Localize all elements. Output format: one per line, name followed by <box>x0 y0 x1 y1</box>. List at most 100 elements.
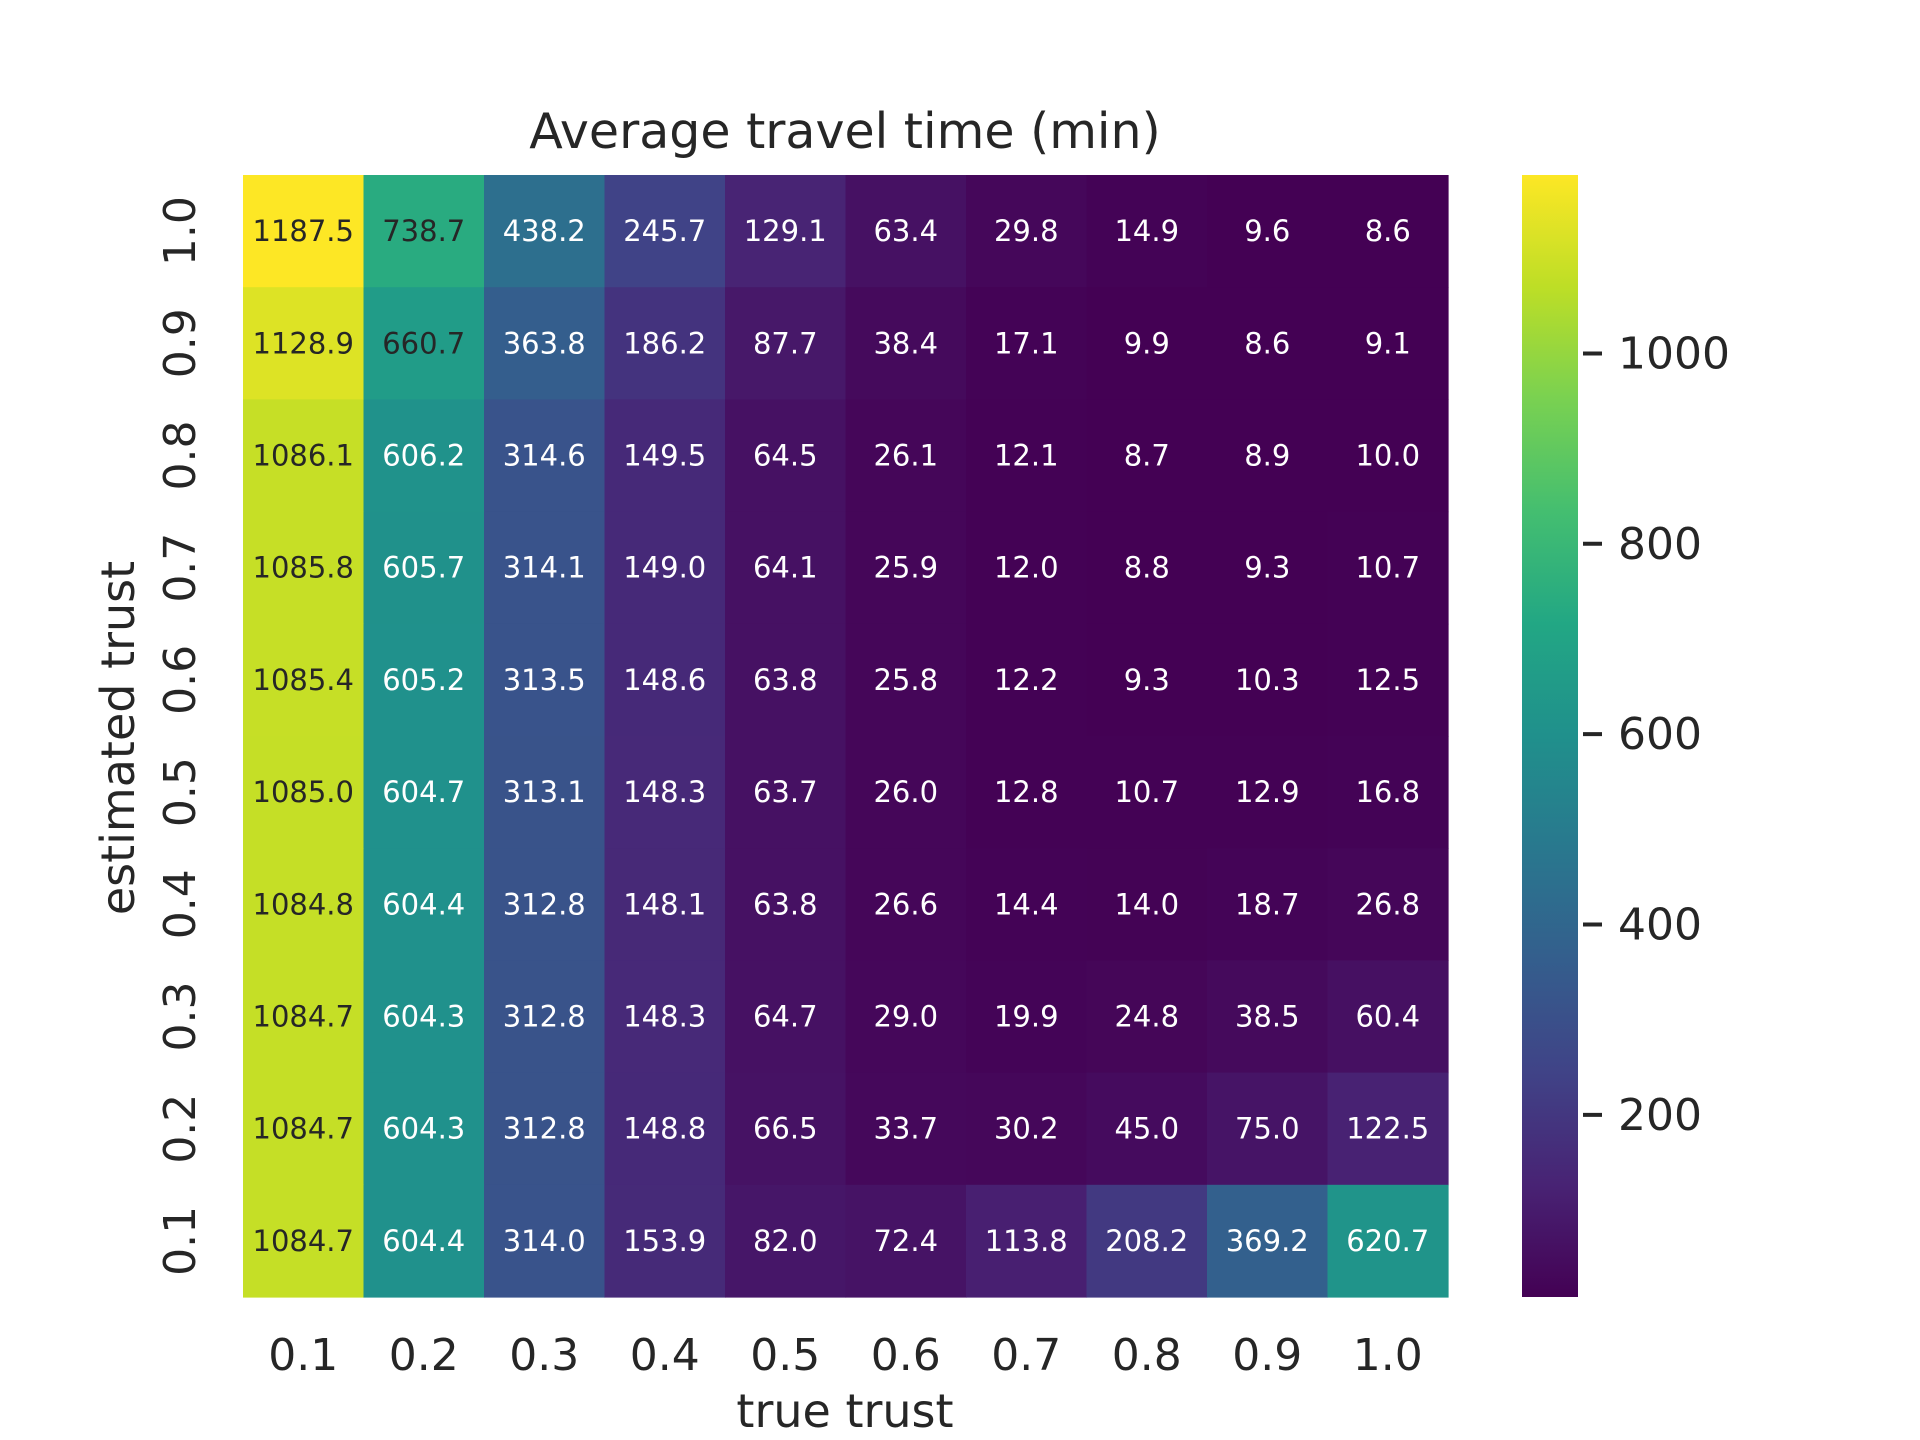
heatmap-cell <box>1207 1072 1329 1186</box>
heatmap-cell <box>845 623 967 737</box>
heatmap-cell <box>604 399 726 513</box>
heatmap-cell <box>966 175 1088 288</box>
cell-value-label: 63.8 <box>753 663 818 697</box>
heatmap-cell <box>604 1184 726 1298</box>
cell-value-label: 9.6 <box>1244 214 1290 248</box>
heatmap-cell <box>966 287 1088 400</box>
x-axis-label: true trust <box>736 1384 953 1438</box>
colorbar-tick-label: 400 <box>1618 899 1702 950</box>
cell-value-label: 148.3 <box>623 1000 706 1034</box>
cell-value-label: 1084.8 <box>253 887 354 921</box>
cell-value-label: 149.5 <box>623 439 706 473</box>
heatmap-cell-labels: 1187.5 738.7 438.2 245.7 129.1 63.4 29.8 14.9 9.… <box>253 214 1430 1258</box>
heatmap-cell <box>1207 623 1329 737</box>
heatmap-cell <box>363 960 485 1074</box>
heatmap-cell <box>1086 960 1208 1074</box>
cell-value-label: 29.0 <box>873 1000 938 1034</box>
heatmap-cell <box>966 511 1088 625</box>
heatmap-cell <box>845 1184 967 1298</box>
heatmap-cell <box>1207 399 1329 513</box>
cell-value-label: 30.2 <box>994 1112 1059 1146</box>
heatmap-cell <box>1327 960 1449 1074</box>
heatmap-cell <box>725 736 847 849</box>
cell-value-label: 12.8 <box>994 775 1059 809</box>
heatmap-cell <box>243 511 365 625</box>
cell-value-label: 12.1 <box>994 439 1059 473</box>
y-tick-label: 0.4 <box>155 869 206 939</box>
heatmap-cell <box>1086 399 1208 513</box>
y-tick-label: 0.5 <box>155 757 206 827</box>
cell-value-label: 25.9 <box>873 551 938 585</box>
cell-value-label: 14.0 <box>1114 887 1179 921</box>
x-tick-label: 0.4 <box>630 1330 700 1381</box>
cell-value-label: 113.8 <box>985 1224 1068 1258</box>
heatmap-cell <box>1327 1072 1449 1186</box>
heatmap-cell <box>484 623 606 737</box>
cell-value-label: 148.8 <box>623 1112 706 1146</box>
x-tick-label: 1.0 <box>1353 1330 1423 1381</box>
cell-value-label: 438.2 <box>503 214 586 248</box>
heatmap-cell <box>725 848 847 961</box>
colorbar-tick-label: 800 <box>1618 519 1702 570</box>
cell-value-label: 8.7 <box>1124 439 1170 473</box>
heatmap-cell <box>604 848 726 961</box>
heatmap-cell <box>725 287 847 400</box>
cell-value-label: 660.7 <box>382 326 465 360</box>
heatmap-cell <box>243 736 365 849</box>
heatmap-cell <box>243 623 365 737</box>
cell-value-label: 45.0 <box>1114 1112 1179 1146</box>
heatmap-cell <box>604 623 726 737</box>
y-tick-labels: 1.0 0.9 0.8 0.7 0.6 0.5 0.4 0.3 0.2 0.1 <box>155 196 206 1276</box>
heatmap-cell <box>484 511 606 625</box>
heatmap-cell <box>725 1184 847 1298</box>
cell-value-label: 1086.1 <box>253 439 354 473</box>
heatmap-cell <box>725 1072 847 1186</box>
cell-value-label: 12.9 <box>1235 775 1300 809</box>
heatmap-cell <box>484 1184 606 1298</box>
cell-value-label: 9.3 <box>1124 663 1170 697</box>
cell-value-label: 12.0 <box>994 551 1059 585</box>
heatmap-cell <box>604 960 726 1074</box>
cell-value-label: 604.4 <box>382 887 465 921</box>
cell-value-label: 208.2 <box>1105 1224 1188 1258</box>
x-tick-label: 0.9 <box>1232 1330 1302 1381</box>
heatmap-cell <box>484 960 606 1074</box>
heatmap-cell <box>1327 848 1449 961</box>
cell-value-label: 148.6 <box>623 663 706 697</box>
cell-value-label: 312.8 <box>503 1000 586 1034</box>
cell-value-label: 312.8 <box>503 1112 586 1146</box>
cell-value-label: 1085.0 <box>253 775 354 809</box>
heatmap-cell <box>484 399 606 513</box>
cell-value-label: 186.2 <box>623 326 706 360</box>
heatmap-cell <box>1207 175 1329 288</box>
heatmap-cell <box>484 1072 606 1186</box>
heatmap-cell <box>725 175 847 288</box>
cell-value-label: 18.7 <box>1235 887 1300 921</box>
cell-value-label: 26.1 <box>873 439 938 473</box>
cell-value-label: 38.4 <box>873 326 938 360</box>
heatmap-cell <box>966 623 1088 737</box>
heatmap-cell <box>725 399 847 513</box>
heatmap-cells <box>243 175 1449 1298</box>
heatmap-cell <box>966 1072 1088 1186</box>
x-tick-label: 0.1 <box>268 1330 338 1381</box>
cell-value-label: 314.0 <box>503 1224 586 1258</box>
heatmap-cell <box>1327 1184 1449 1298</box>
heatmap-cell <box>1086 848 1208 961</box>
heatmap-cell <box>363 287 485 400</box>
colorbar-tick-label: 600 <box>1618 709 1702 760</box>
cell-value-label: 14.4 <box>994 887 1059 921</box>
colorbar-gradient <box>1522 175 1578 1297</box>
heatmap-cell <box>243 175 365 288</box>
cell-value-label: 72.4 <box>873 1224 938 1258</box>
heatmap-cell <box>243 848 365 961</box>
cell-value-label: 605.2 <box>382 663 465 697</box>
heatmap-cell <box>1086 623 1208 737</box>
cell-value-label: 14.9 <box>1114 214 1179 248</box>
heatmap-cell <box>1086 175 1208 288</box>
heatmap-cell <box>243 287 365 400</box>
cell-value-label: 604.4 <box>382 1224 465 1258</box>
cell-value-label: 122.5 <box>1346 1112 1429 1146</box>
heatmap-cell <box>1207 511 1329 625</box>
cell-value-label: 363.8 <box>503 326 586 360</box>
